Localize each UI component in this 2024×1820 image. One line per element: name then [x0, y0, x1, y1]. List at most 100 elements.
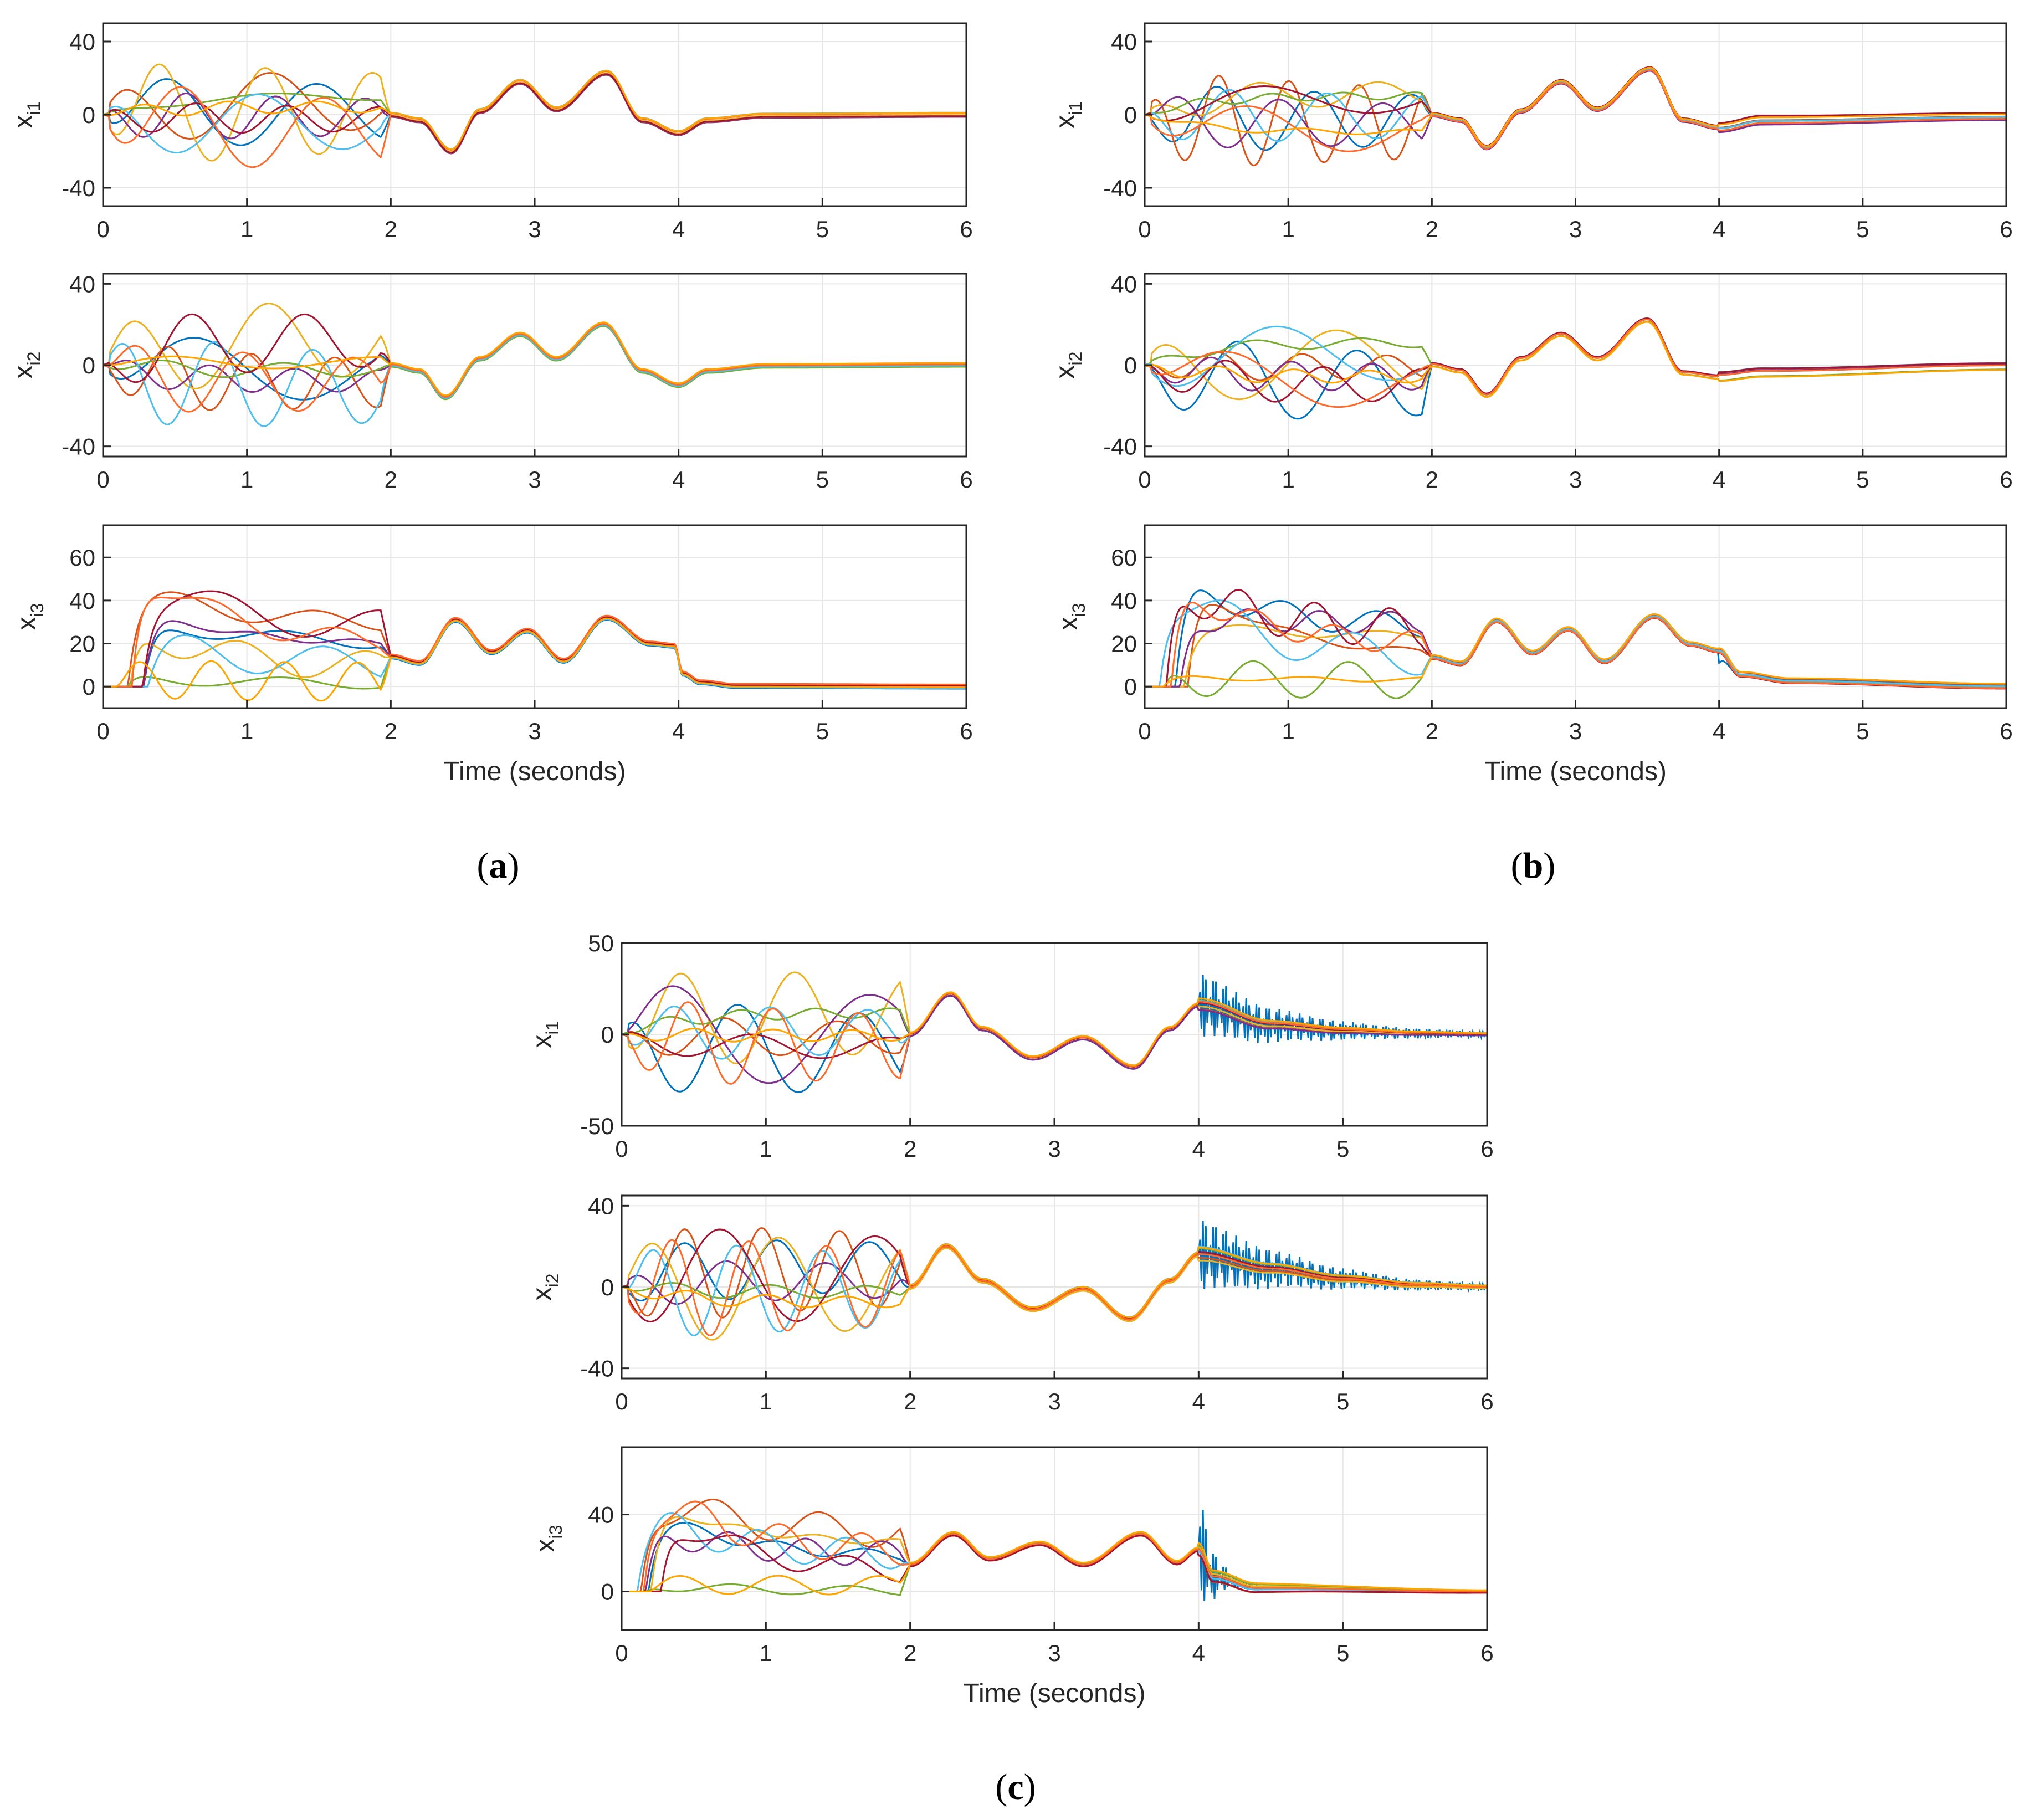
x-tick-label: 5: [1336, 1640, 1349, 1666]
y-tick-label: 50: [588, 930, 614, 956]
y-tick-label: 0: [83, 102, 95, 128]
x-tick-label: 2: [1426, 216, 1438, 242]
y-label-sub: i3: [27, 603, 47, 617]
y-tick-label: 0: [1124, 674, 1137, 700]
y-tick-label: -40: [1103, 175, 1137, 201]
y-axis-label: xi3: [12, 603, 47, 630]
series-agent-8: [622, 1500, 1487, 1593]
x-tick-label: 3: [528, 718, 541, 744]
y-tick-label: 0: [601, 1579, 614, 1605]
x-tick-label: 4: [1713, 216, 1725, 242]
y-tick-label: -40: [580, 1356, 614, 1382]
y-label-main: x: [1051, 365, 1080, 378]
y-axis-label: xi3: [531, 1525, 566, 1552]
x-tick-label: 0: [1138, 216, 1151, 242]
y-tick-label: 40: [69, 588, 95, 614]
x-tick-label: 0: [615, 1136, 628, 1162]
series-agent-3: [622, 1237, 1487, 1341]
y-label-sub: i3: [546, 1525, 566, 1539]
x-tick-label: 3: [528, 466, 541, 493]
subplot-a-i3: 0 1 2 3 4 5 6 60 40 20 0 xi3 Time (seconds): [12, 524, 973, 786]
y-tick-label: 20: [1111, 631, 1137, 657]
x-tick-label: 6: [2000, 718, 2012, 744]
y-label-sub: i3: [1069, 603, 1089, 617]
subplot-b-i3: 0 1 2 3 4 5 6 60 40 20 0 xi3 Time (seconds): [1054, 524, 2013, 786]
series-agent-3: [622, 971, 1487, 1069]
y-label-main: x: [531, 1539, 560, 1552]
x-axis-label: Time (seconds): [964, 1679, 1146, 1708]
x-tick-label: 6: [2000, 216, 2012, 242]
series-agent-7: [103, 590, 966, 688]
y-tick-label: 0: [1124, 352, 1137, 378]
x-tick-label: 4: [672, 718, 685, 744]
y-axis-label: xi1: [527, 1021, 562, 1048]
x-tick-label: 2: [904, 1640, 916, 1666]
series-agent-9: [1145, 66, 2006, 147]
subplot-c-i3: 0 1 2 3 4 5 6 40 0 xi3 Time (seconds): [531, 1446, 1494, 1708]
series-agent-4: [622, 985, 1487, 1084]
caption-c: (c): [995, 1767, 1036, 1807]
series-agent-9: [103, 70, 966, 151]
x-tick-label: 0: [96, 718, 109, 744]
x-tick-label: 4: [1192, 1388, 1205, 1414]
series-agent-9: [103, 617, 966, 702]
x-tick-label: 2: [904, 1388, 916, 1414]
x-tick-label: 1: [240, 718, 253, 744]
caption-a-letter: a: [489, 845, 508, 886]
caption-b-letter: b: [1523, 845, 1544, 886]
x-tick-label: 2: [904, 1136, 916, 1162]
y-tick-label: 40: [588, 1502, 614, 1528]
x-tick-label: 3: [1048, 1640, 1060, 1666]
x-tick-label: 4: [1192, 1640, 1205, 1666]
x-tick-label: 6: [960, 216, 972, 242]
y-axis-label: xi3: [1054, 603, 1089, 630]
series-agent-9: [622, 1531, 1487, 1596]
x-tick-label: 5: [1856, 718, 1869, 744]
y-tick-label: 0: [83, 352, 95, 378]
x-tick-label: 2: [385, 216, 397, 242]
x-tick-label: 1: [760, 1136, 772, 1162]
y-label-main: x: [527, 1287, 557, 1300]
y-tick-label: 40: [1111, 29, 1137, 55]
x-tick-label: 1: [760, 1388, 772, 1414]
caption-c-open: (: [995, 1767, 1007, 1807]
y-label-sub: i2: [24, 352, 44, 366]
x-tick-label: 5: [1336, 1388, 1349, 1414]
series-agent-8: [1145, 319, 2006, 408]
y-tick-label: -40: [62, 175, 95, 201]
y-label-sub: i1: [1065, 101, 1085, 115]
series-agent-8: [103, 597, 966, 688]
x-tick-label: 3: [1048, 1136, 1060, 1162]
x-tick-label: 5: [1856, 466, 1869, 493]
x-tick-label: 5: [816, 216, 829, 242]
x-axis-label: Time (seconds): [444, 757, 626, 786]
y-label-sub: i1: [542, 1021, 562, 1035]
x-tick-label: 6: [1480, 1136, 1493, 1162]
x-tick-label: 2: [385, 718, 397, 744]
x-tick-label: 2: [385, 466, 397, 493]
x-tick-label: 3: [1569, 216, 1582, 242]
y-label-sub: i2: [542, 1274, 562, 1288]
y-tick-label: 40: [1111, 271, 1137, 297]
series-agent-7: [103, 73, 966, 154]
caption-c-close: ): [1024, 1767, 1036, 1807]
series-agent-9: [622, 1243, 1487, 1319]
x-tick-label: 5: [816, 718, 829, 744]
series-agent-8: [1145, 601, 2006, 689]
x-tick-label: 3: [1569, 718, 1582, 744]
y-tick-label: -40: [1103, 434, 1137, 460]
caption-a-close: ): [508, 845, 520, 886]
x-tick-label: 4: [672, 216, 685, 242]
x-tick-label: 2: [1426, 718, 1438, 744]
y-tick-label: 40: [69, 29, 95, 55]
series-agent-8: [103, 322, 966, 413]
y-axis-label: xi2: [527, 1274, 562, 1301]
y-tick-label: 0: [601, 1274, 614, 1300]
y-tick-label: 0: [83, 674, 95, 700]
x-tick-label: 6: [960, 718, 972, 744]
